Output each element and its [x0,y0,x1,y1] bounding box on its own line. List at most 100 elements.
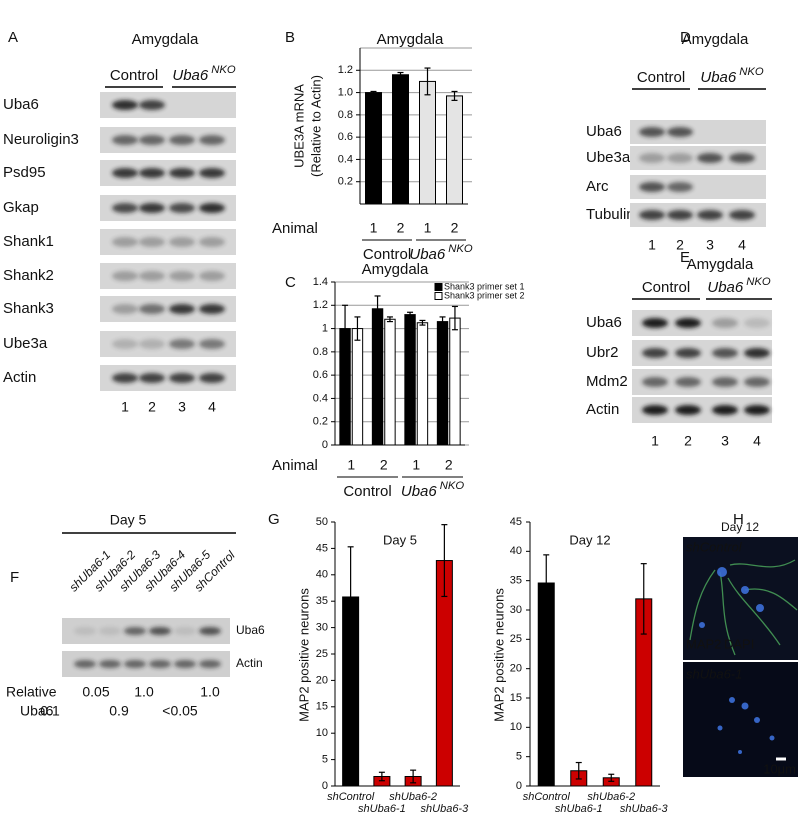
blot-band [639,182,665,192]
blot-band [99,660,121,668]
nucleus [729,697,735,703]
group-label-text: Control [637,69,685,86]
panel-label: H [733,511,744,528]
bar [416,322,429,446]
blot-row-label: Shank2 [3,267,54,284]
panel-title: Amygdala [132,31,199,48]
neurite [689,569,716,641]
blot-row-label: Uba6 [586,123,622,140]
blot-band [112,135,138,145]
y-tick-label: 20 [510,663,522,675]
x-tick-label: 1 [370,220,378,236]
panel-title: Day 5 [110,512,147,528]
error-bar [439,316,446,327]
relative-value: 1.0 [134,684,154,700]
group-label: Control [110,67,158,84]
relative-value: <0.05 [162,703,198,719]
blot-row-label: Uba6 [236,623,265,637]
legend-label: Shank3 primer set 2 [444,290,525,300]
bar [365,92,382,205]
panel-title: Amygdala [682,31,749,48]
legend-swatch [434,292,443,300]
blot-row-label: Uba6 [3,96,39,113]
blot-band [99,627,121,635]
y-tick-label: 20 [316,674,328,686]
blot-row-label: Actin [236,656,263,670]
blot-band [697,210,723,220]
blot-row-label: Arc [586,178,609,195]
panel-label: G [268,511,280,528]
blot-band [667,210,693,220]
x-axis-label: Animal [272,220,318,237]
error-bar [407,311,414,318]
error-bar [543,554,550,612]
blot-row-label: Shank3 [3,300,54,317]
panel-title: Amygdala [687,256,754,273]
panel-title: Day 12 [721,520,759,534]
blot-row-label: Psd95 [3,164,46,181]
group-label: Uba6 NKO [707,276,770,296]
blot-band [729,210,755,220]
blot-band [642,405,668,415]
chart-title: Amygdala [377,31,444,48]
relative-value: 0.1 [40,703,60,719]
blot-band [139,100,165,110]
group-label-sup: NKO [440,480,465,492]
image-label: shControl [686,539,743,554]
lane-number: 2 [684,433,692,449]
blot-band [74,660,96,668]
y-tick-label: 1.2 [313,299,328,311]
y-tick-label: 5 [516,751,522,763]
error-bar [347,546,354,648]
blot-band [169,135,195,145]
blot-band [199,304,225,314]
blot-row-label: Tubulin [586,206,635,223]
error-bar [354,316,361,341]
y-tick-label: 25 [316,648,328,660]
lane-number: 4 [208,399,216,415]
nucleus [741,702,749,710]
group-label-sup: NKO [739,66,764,78]
y-axis-label: UBE3A mRNA [291,84,306,168]
blot-band [139,271,165,281]
y-tick-label: 0 [322,439,328,451]
bar [419,80,436,205]
x-tick-label: shUba6-1 [555,803,603,813]
scale-bar-label: 10μm [763,761,796,776]
blot-band [112,237,138,247]
blot-band [642,348,668,358]
nucleus [754,717,760,723]
x-tick-label: shUba6-2 [587,791,635,803]
blot-band [139,237,165,247]
blot-band [169,339,195,349]
bar [436,321,449,446]
error-bar [441,524,448,598]
bar [384,318,396,446]
error-bar [575,761,582,780]
group-label-text: Uba6 [409,246,446,263]
error-bar [424,67,431,96]
neurite [744,588,798,611]
blot-band [112,339,138,349]
neurite [719,571,736,656]
group-label-sup: NKO [448,243,473,255]
panel-label: A [8,29,18,46]
blot-band [639,127,665,137]
relative-label: Uba6 [20,703,54,719]
blot-band [112,100,138,110]
chart-title: Amygdala [362,261,429,278]
blot-band [199,168,225,178]
blot-band [729,153,755,163]
blot-band [744,405,770,415]
nucleus [738,750,742,754]
group-label-text: Uba6 [401,483,438,500]
group-label: Uba6 NKO [172,64,235,84]
y-axis-label: MAP2 positive neurons [491,588,506,722]
nucleus [717,725,723,731]
blot-band [712,405,738,415]
relative-value: 0.9 [109,703,129,719]
blot-band [112,271,138,281]
blot-band [139,135,165,145]
blot-band [169,237,195,247]
